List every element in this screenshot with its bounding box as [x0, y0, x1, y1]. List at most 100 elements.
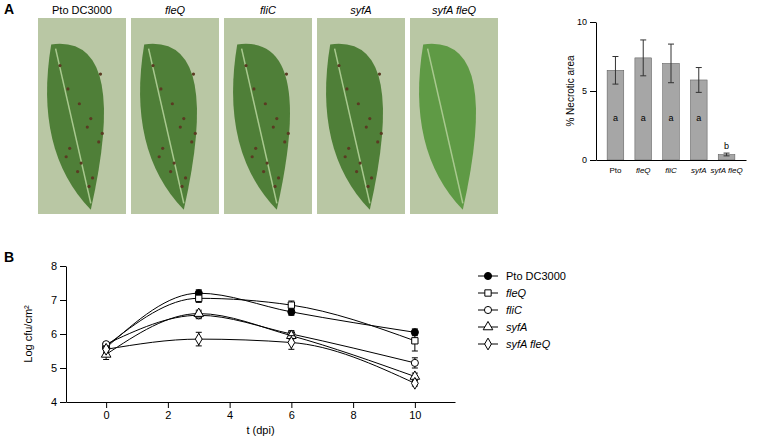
- y-axis: 0510: [577, 17, 597, 165]
- marker: [288, 302, 294, 308]
- legend-label: Pto DC3000: [506, 270, 566, 282]
- lesion: [262, 170, 265, 173]
- marker: [196, 295, 202, 301]
- error-bar: [288, 301, 294, 309]
- tick: 7: [51, 294, 66, 306]
- panel-label: B: [4, 249, 14, 265]
- lesion: [173, 162, 176, 165]
- leaf-vein: [335, 49, 370, 204]
- error-bar: [724, 153, 730, 156]
- tick: syfA fleQ: [710, 160, 742, 175]
- lesion: [378, 72, 381, 75]
- error-bar-cap: [196, 294, 202, 295]
- lesion: [161, 147, 164, 150]
- tick-label: fleQ: [636, 166, 651, 175]
- lesion: [376, 140, 379, 143]
- axis-line: [67, 402, 456, 403]
- legend-marker: [484, 306, 491, 313]
- x-axis: PtofleQfliCsyfAsyfA fleQ: [597, 160, 747, 175]
- tick: fleQ: [636, 160, 651, 175]
- lesion: [182, 117, 185, 120]
- lesion: [65, 155, 68, 158]
- tick-mark: [230, 402, 231, 408]
- photo-label: fleQ: [165, 4, 186, 16]
- photo: Pto DC3000: [38, 2, 126, 214]
- lesion: [99, 72, 102, 75]
- tick: 5: [582, 86, 596, 96]
- panel-label: A: [4, 1, 14, 17]
- tick-mark: [106, 402, 107, 408]
- lesion: [252, 87, 255, 90]
- error-bar-cap: [696, 67, 702, 68]
- tick-label: 4: [227, 409, 233, 421]
- tick: 8: [51, 260, 66, 272]
- bar: [690, 80, 707, 160]
- error-bar-stem: [615, 57, 616, 85]
- lesion: [158, 155, 161, 158]
- photo-label: Pto DC3000: [52, 4, 112, 16]
- photo: fleQ: [131, 2, 219, 214]
- series-line: [106, 314, 415, 377]
- photo-background: [317, 2, 405, 214]
- lesion: [89, 117, 92, 120]
- photo-strip: Pto DC3000fleQfliCsyfAsyfA fleQ: [38, 2, 498, 214]
- lesion: [264, 102, 267, 105]
- lesion: [159, 87, 162, 90]
- y-axis: 45678: [51, 260, 67, 408]
- error-bar-stem: [698, 68, 699, 93]
- lesion: [192, 72, 195, 75]
- tick-label: 7: [51, 294, 57, 306]
- marker: [288, 308, 295, 315]
- leaf-vein: [149, 49, 184, 204]
- legend-label: syfA fleQ: [506, 338, 551, 350]
- marker: [288, 337, 295, 349]
- tick-label: 2: [165, 409, 171, 421]
- tick-mark: [60, 334, 66, 335]
- tick: 4: [227, 402, 233, 421]
- lesion: [380, 132, 383, 135]
- tick-mark: [590, 91, 596, 92]
- error-bar: [196, 332, 202, 346]
- axis-line: [596, 23, 597, 161]
- tick: 8: [351, 402, 357, 421]
- error-bar-cap: [196, 302, 202, 303]
- lesion: [87, 185, 90, 188]
- axis-line: [66, 267, 67, 403]
- tick: 4: [51, 396, 66, 408]
- tick-label: 6: [289, 409, 295, 421]
- lesion: [345, 87, 348, 90]
- tick-label: 5: [582, 86, 587, 96]
- legend-marker: [484, 272, 491, 279]
- error-bar-cap: [103, 359, 109, 360]
- photo-label-background: [38, 2, 126, 18]
- photo-background: [410, 2, 498, 214]
- legend-item: Pto DC3000: [478, 270, 566, 282]
- lesion: [58, 64, 61, 67]
- series-line: [106, 315, 415, 363]
- tick-label: 10: [409, 409, 421, 421]
- photo-label-background: [224, 2, 312, 18]
- tick-mark: [590, 160, 596, 161]
- figure: ABPto DC3000fleQfliCsyfAsyfA fleQ0510Pto…: [0, 0, 760, 439]
- leaf: [140, 44, 197, 210]
- tick-mark: [168, 402, 169, 408]
- annotation: b: [724, 141, 729, 151]
- annotation: a: [668, 113, 673, 123]
- lesion: [337, 64, 340, 67]
- error-bar: [196, 294, 202, 302]
- error-bar-cap: [668, 82, 674, 83]
- photo-label: fliC: [260, 4, 276, 16]
- marker: [103, 343, 110, 355]
- lesion: [101, 132, 104, 135]
- error-bar: [668, 44, 674, 83]
- error-bar-cap: [640, 75, 646, 76]
- lesion: [277, 176, 280, 179]
- lesion: [285, 72, 288, 75]
- tick-label: 0: [582, 155, 587, 165]
- marker: [194, 308, 204, 316]
- lesion: [275, 117, 278, 120]
- leaf: [419, 44, 476, 210]
- error-bar-cap: [724, 153, 730, 154]
- lesion: [194, 132, 197, 135]
- lesion: [68, 147, 71, 150]
